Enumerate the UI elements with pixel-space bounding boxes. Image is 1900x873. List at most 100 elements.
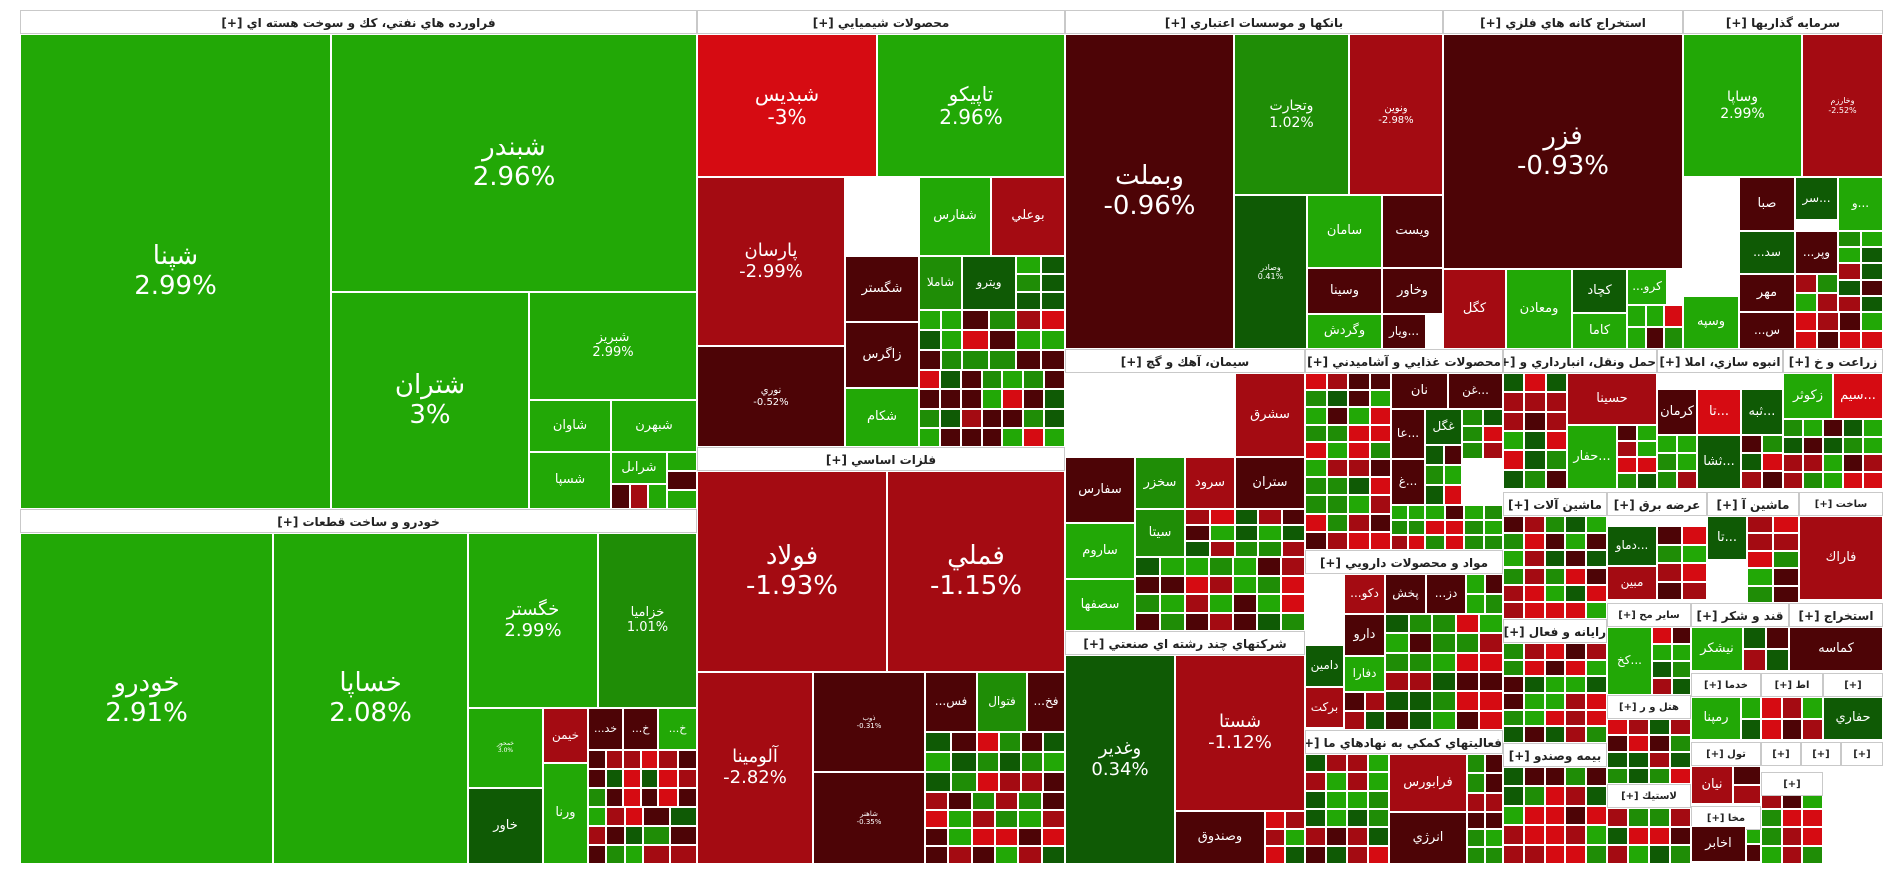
minor-stock-cell[interactable] (1682, 563, 1707, 582)
minor-stock-cell[interactable] (1843, 471, 1863, 489)
minor-stock-cell[interactable] (1741, 435, 1762, 453)
minor-stock-cell[interactable] (1545, 373, 1567, 393)
minor-stock-cell[interactable] (1565, 825, 1587, 845)
minor-stock-cell[interactable] (1043, 732, 1065, 752)
minor-stock-cell[interactable] (1545, 431, 1567, 451)
sector-title[interactable]: خودرو و ساخت قطعات [+] (21, 510, 696, 532)
stock-tile[interactable]: خيمن (543, 708, 588, 763)
minor-stock-cell[interactable] (1649, 735, 1670, 752)
minor-stock-cell[interactable] (1523, 550, 1545, 568)
minor-stock-cell[interactable] (1368, 827, 1389, 846)
minor-stock-cell[interactable] (1766, 627, 1789, 649)
sector-title[interactable]: ساير مح [+] (1608, 604, 1690, 626)
minor-stock-cell[interactable] (1023, 389, 1045, 409)
stock-tile[interactable]: كچاد (1572, 269, 1627, 313)
minor-stock-cell[interactable] (1016, 292, 1041, 310)
minor-stock-cell[interactable] (1503, 431, 1525, 451)
minor-stock-cell[interactable] (1305, 790, 1326, 809)
minor-stock-cell[interactable] (1016, 310, 1041, 330)
minor-stock-cell[interactable] (1649, 751, 1670, 768)
minor-stock-cell[interactable] (1607, 808, 1628, 827)
minor-stock-cell[interactable] (1432, 710, 1456, 730)
minor-stock-cell[interactable] (1464, 520, 1484, 535)
minor-stock-cell[interactable] (1369, 373, 1391, 391)
minor-stock-cell[interactable] (1503, 709, 1524, 727)
minor-stock-cell[interactable] (948, 846, 972, 864)
stock-tile[interactable]: كماسه (1789, 627, 1883, 671)
stock-tile[interactable]: حسينا (1567, 373, 1657, 425)
minor-stock-cell[interactable] (1305, 441, 1327, 459)
minor-stock-cell[interactable] (1233, 612, 1257, 631)
minor-stock-cell[interactable] (1044, 370, 1065, 390)
sector-title[interactable]: زراعت و خ [+] (1784, 350, 1882, 372)
minor-stock-cell[interactable] (1741, 453, 1762, 471)
stock-tile[interactable]: شبريز 2.99% (529, 292, 697, 400)
minor-stock-cell[interactable] (1369, 390, 1391, 408)
stock-tile[interactable]: شسپا (529, 452, 611, 509)
minor-stock-cell[interactable] (1671, 678, 1691, 695)
minor-stock-cell[interactable] (1265, 846, 1285, 864)
minor-stock-cell[interactable] (1863, 471, 1883, 489)
minor-stock-cell[interactable] (1523, 676, 1545, 693)
minor-stock-cell[interactable] (1628, 808, 1649, 827)
minor-stock-cell[interactable] (1466, 574, 1485, 594)
minor-stock-cell[interactable] (1326, 809, 1347, 828)
minor-stock-cell[interactable] (1368, 772, 1389, 791)
minor-stock-cell[interactable] (1838, 279, 1861, 296)
minor-stock-cell[interactable] (1565, 533, 1587, 551)
sector-title[interactable]: [+] (1762, 743, 1800, 765)
minor-stock-cell[interactable] (1838, 263, 1861, 280)
minor-stock-cell[interactable] (1265, 811, 1285, 829)
minor-stock-cell[interactable] (1544, 709, 1566, 727)
stock-tile[interactable]: ذوب -0.31% (813, 672, 925, 772)
minor-stock-cell[interactable] (1281, 557, 1305, 576)
minor-stock-cell[interactable] (1326, 845, 1347, 864)
sector-title[interactable]: [+] (1824, 674, 1882, 696)
minor-stock-cell[interactable] (1209, 594, 1233, 613)
minor-stock-cell[interactable] (1860, 247, 1883, 264)
stock-tile[interactable]: خمحور 3.0% (468, 708, 543, 788)
stock-tile[interactable]: فاراك (1799, 516, 1883, 600)
minor-stock-cell[interactable] (588, 750, 606, 769)
minor-stock-cell[interactable] (1326, 754, 1347, 773)
minor-stock-cell[interactable] (1135, 557, 1160, 576)
stock-tile[interactable]: پخش (1385, 574, 1426, 614)
minor-stock-cell[interactable] (1285, 846, 1305, 864)
minor-stock-cell[interactable] (1503, 450, 1525, 470)
minor-stock-cell[interactable] (1783, 436, 1803, 454)
minor-stock-cell[interactable] (1326, 513, 1348, 532)
minor-stock-cell[interactable] (1838, 295, 1861, 312)
minor-stock-cell[interactable] (977, 732, 999, 752)
stock-tile[interactable]: خ... (658, 708, 697, 750)
stock-tile[interactable]: نيشكر (1691, 627, 1743, 671)
minor-stock-cell[interactable] (939, 427, 961, 447)
minor-stock-cell[interactable] (1185, 575, 1209, 594)
minor-stock-cell[interactable] (1425, 485, 1444, 505)
minor-stock-cell[interactable] (1645, 327, 1665, 349)
minor-stock-cell[interactable] (971, 828, 995, 846)
minor-stock-cell[interactable] (1485, 846, 1503, 864)
minor-stock-cell[interactable] (623, 750, 641, 769)
minor-stock-cell[interactable] (1385, 633, 1409, 653)
minor-stock-cell[interactable] (1657, 563, 1682, 582)
stock-tile[interactable]: وتجارت 1.02% (1234, 34, 1349, 195)
minor-stock-cell[interactable] (658, 769, 678, 788)
minor-stock-cell[interactable] (1503, 373, 1525, 393)
minor-stock-cell[interactable] (1369, 477, 1391, 496)
minor-stock-cell[interactable] (1628, 767, 1649, 784)
sector-title[interactable]: عرضه برق [+] (1608, 493, 1706, 515)
minor-stock-cell[interactable] (1021, 772, 1043, 792)
minor-stock-cell[interactable] (1783, 419, 1803, 437)
minor-stock-cell[interactable] (1326, 531, 1348, 550)
minor-stock-cell[interactable] (981, 370, 1003, 390)
minor-stock-cell[interactable] (1185, 557, 1209, 576)
minor-stock-cell[interactable] (1503, 516, 1524, 534)
stock-tile[interactable]: بوعلي (991, 177, 1065, 256)
minor-stock-cell[interactable] (1523, 533, 1545, 551)
minor-stock-cell[interactable] (1565, 709, 1587, 727)
minor-stock-cell[interactable] (1843, 419, 1863, 437)
minor-stock-cell[interactable] (1544, 659, 1566, 677)
minor-stock-cell[interactable] (1040, 330, 1065, 350)
minor-stock-cell[interactable] (1586, 767, 1607, 787)
minor-stock-cell[interactable] (1565, 786, 1587, 806)
